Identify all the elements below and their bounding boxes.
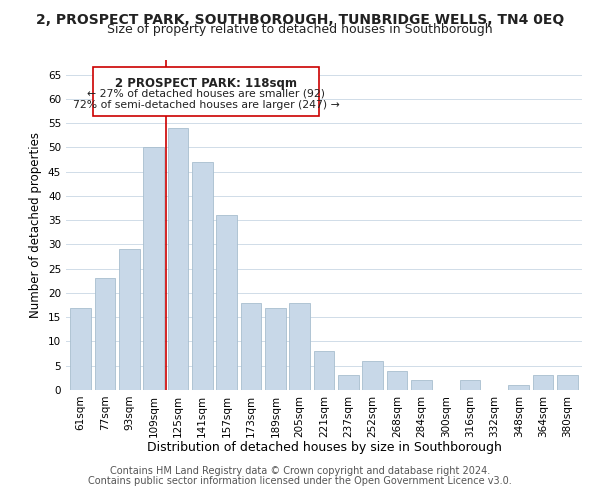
Bar [95,278,115,390]
Text: 72% of semi-detached houses are larger (247) →: 72% of semi-detached houses are larger (… [73,100,340,110]
Y-axis label: Number of detached properties: Number of detached properties [29,132,43,318]
Text: 2 PROSPECT PARK: 118sqm: 2 PROSPECT PARK: 118sqm [115,77,297,90]
Bar [167,128,188,390]
Bar [508,385,529,390]
Bar [411,380,432,390]
Text: 2, PROSPECT PARK, SOUTHBOROUGH, TUNBRIDGE WELLS, TN4 0EQ: 2, PROSPECT PARK, SOUTHBOROUGH, TUNBRIDG… [36,12,564,26]
Bar [289,302,310,390]
Bar [557,376,578,390]
Text: Contains HM Land Registry data © Crown copyright and database right 2024.: Contains HM Land Registry data © Crown c… [110,466,490,476]
Bar [338,376,359,390]
Text: Size of property relative to detached houses in Southborough: Size of property relative to detached ho… [107,22,493,36]
Bar [460,380,481,390]
Bar [314,351,334,390]
Bar [265,308,286,390]
Bar [192,162,212,390]
Bar [143,148,164,390]
Bar [119,250,140,390]
FancyBboxPatch shape [93,68,319,116]
Bar [533,376,553,390]
Bar [241,302,262,390]
Bar [386,370,407,390]
Text: Contains public sector information licensed under the Open Government Licence v3: Contains public sector information licen… [88,476,512,486]
Text: ← 27% of detached houses are smaller (92): ← 27% of detached houses are smaller (92… [87,88,325,99]
X-axis label: Distribution of detached houses by size in Southborough: Distribution of detached houses by size … [146,441,502,454]
Bar [362,361,383,390]
Bar [216,216,237,390]
Bar [70,308,91,390]
